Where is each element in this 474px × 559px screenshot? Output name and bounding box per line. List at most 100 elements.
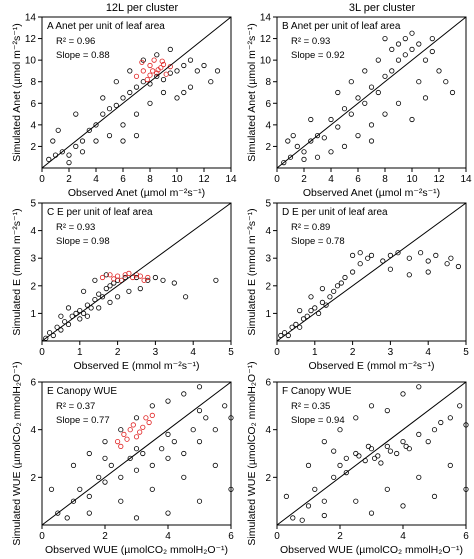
data-point-highlight	[151, 57, 157, 63]
identity-line	[276, 16, 467, 169]
panel-e: 0 2 4 6 2 4 6 E Canopy WUE R² = 0.37 Slope = 0.77…	[11, 361, 234, 556]
data-point	[81, 288, 87, 294]
data-point	[43, 335, 49, 341]
data-point	[353, 450, 359, 457]
x-tick-label: 10	[171, 174, 183, 185]
data-point	[133, 111, 140, 117]
x-tick-label: 6	[120, 174, 126, 185]
y-tick-label: 8	[265, 77, 271, 88]
y-tick-label: 1	[30, 309, 36, 320]
x-axis-label: Observed WUE (µmolCO₂ mmolH₂O⁻¹)	[45, 544, 228, 556]
x-tick-label: 0	[274, 174, 280, 185]
data-point	[79, 138, 86, 144]
data-point	[368, 446, 375, 452]
data-point	[382, 35, 388, 42]
data-point	[400, 438, 406, 445]
data-point	[165, 431, 171, 437]
data-point	[334, 283, 341, 289]
y-tick-label: 10	[260, 56, 272, 67]
data-point	[406, 255, 412, 261]
y-axis-label: Simulated Anet (µmol m⁻²s⁻¹)	[246, 23, 258, 162]
data-point	[395, 100, 402, 106]
data-point	[133, 467, 140, 473]
col-title-right: 3L per cluster	[349, 2, 416, 14]
x-axis-label: Observed E (mmol m⁻²s⁻¹)	[73, 360, 199, 372]
data-point	[70, 498, 77, 504]
data-point	[400, 503, 406, 509]
data-point	[308, 294, 314, 300]
data-point	[349, 252, 356, 258]
data-point	[331, 288, 337, 294]
data-point	[118, 427, 124, 433]
data-point	[65, 305, 72, 311]
data-point	[154, 52, 160, 58]
data-point	[294, 143, 300, 149]
data-point	[384, 486, 390, 492]
identity-line	[41, 381, 232, 526]
data-point-highlight	[144, 77, 150, 83]
data-point	[92, 277, 98, 283]
data-point	[375, 57, 381, 63]
data-point	[133, 515, 140, 521]
y-axis-label: Simulated Anet (µmol m⁻²s⁻¹)	[11, 23, 23, 162]
data-point	[455, 263, 461, 270]
data-point	[299, 517, 305, 523]
x-tick-label: 4	[165, 531, 171, 542]
data-point	[378, 460, 384, 466]
data-point	[348, 79, 354, 85]
r2-label: R² = 0.89	[291, 222, 330, 233]
data-point	[66, 160, 72, 166]
y-tick-label: 10	[25, 56, 37, 67]
x-tick-label: 3	[153, 347, 159, 358]
data-point	[152, 274, 158, 281]
data-point	[422, 95, 429, 101]
y-tick-label: 2	[30, 473, 36, 484]
r2-label: R² = 0.96	[56, 36, 95, 47]
data-point	[447, 462, 453, 468]
data-point	[384, 443, 390, 449]
data-point	[113, 102, 119, 109]
x-tick-label: 4	[328, 174, 334, 185]
data-point	[181, 62, 187, 69]
data-point	[113, 79, 119, 85]
data-point	[314, 154, 321, 160]
data-point	[84, 313, 91, 319]
data-point	[290, 133, 296, 139]
data-point	[328, 116, 334, 123]
data-point	[285, 138, 291, 144]
data-point	[126, 288, 132, 294]
data-point-highlight	[124, 436, 130, 442]
data-point	[356, 453, 362, 459]
data-point	[290, 515, 296, 521]
data-point	[212, 427, 218, 433]
data-point	[99, 294, 106, 300]
data-point	[50, 138, 56, 144]
col-title-left: 12L per cluster	[106, 2, 179, 14]
x-tick-label: 12	[433, 174, 445, 185]
data-point	[448, 255, 454, 261]
data-point	[335, 124, 341, 130]
data-point	[384, 407, 390, 414]
data-point	[457, 403, 463, 409]
data-point	[283, 493, 289, 499]
panel-title: D E per unit of leaf area	[282, 207, 388, 218]
y-axis-label: Simulated WUE (µmolCO₂ mmolH₂O⁻¹)	[246, 361, 258, 545]
data-point-highlight	[137, 429, 143, 435]
data-point-highlight	[150, 68, 156, 74]
data-point	[140, 450, 146, 457]
y-tick-label: 6	[30, 378, 36, 389]
data-point	[301, 149, 307, 155]
data-point	[59, 149, 65, 155]
data-point	[319, 299, 325, 305]
data-point	[201, 62, 207, 69]
y-tick-label: 4	[30, 226, 36, 237]
data-point	[438, 419, 444, 426]
data-point	[181, 89, 187, 96]
data-point	[133, 446, 140, 452]
data-point	[308, 116, 314, 123]
data-point	[337, 427, 343, 433]
data-point	[281, 160, 287, 166]
y-tick-label: 4	[30, 120, 36, 131]
data-point-highlight	[140, 424, 146, 430]
data-point	[64, 515, 70, 521]
